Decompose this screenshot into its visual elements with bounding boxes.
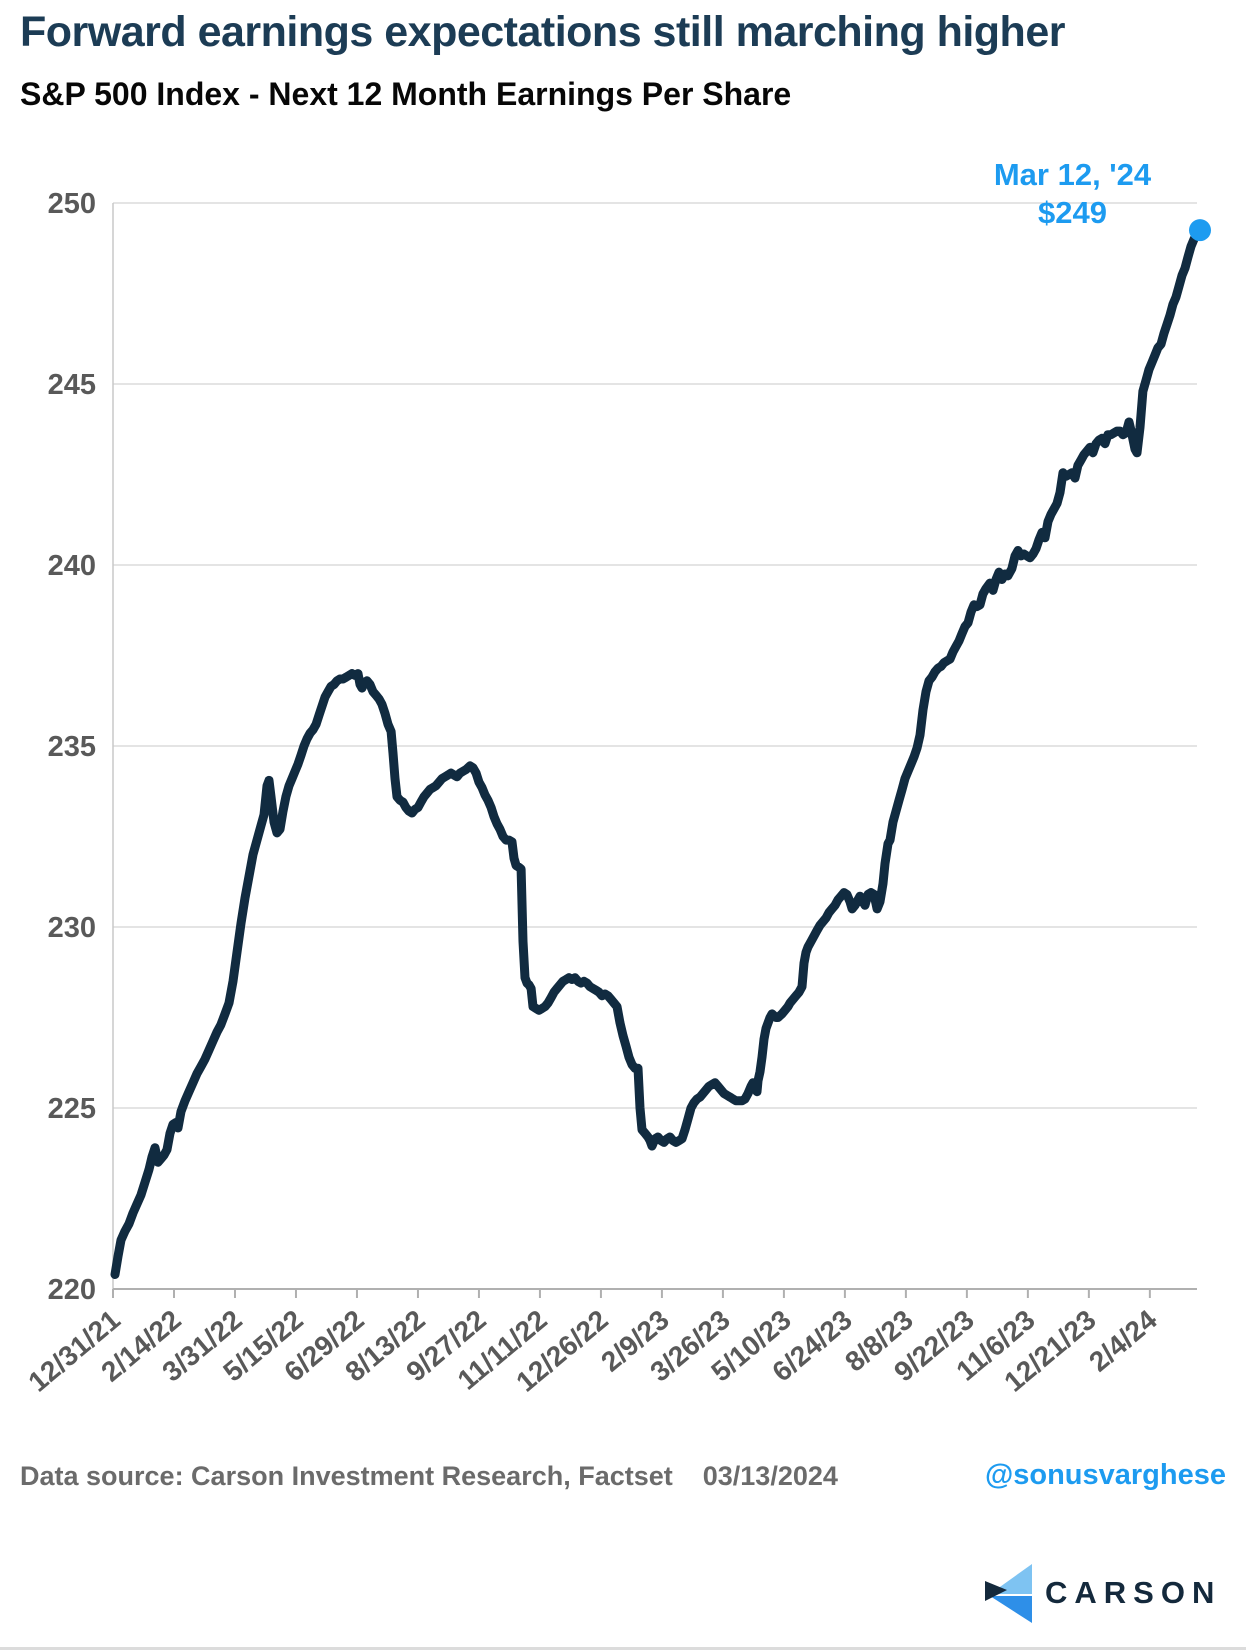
data-source-note: Data source: Carson Investment Research,… (20, 1461, 1226, 1492)
y-tick-label-235: 235 (48, 731, 96, 763)
annotation-date: Mar 12, '24 (993, 157, 1152, 192)
carson-logo-text: CARSON (1045, 1575, 1222, 1610)
carson-logo: CARSON (985, 1562, 1230, 1628)
social-handle: @sonusvarghese (984, 1459, 1226, 1491)
carson-logo-icon (985, 1564, 1032, 1623)
last-point-annotation: Mar 12, '24 $249 (975, 156, 1170, 232)
source-label: Data source: Carson Investment Research,… (20, 1461, 673, 1491)
bottom-edge-strip (0, 1647, 1246, 1650)
page-title: Forward earnings expectations still marc… (20, 8, 1065, 56)
y-tick-label-240: 240 (48, 550, 96, 582)
y-tick-label-225: 225 (48, 1093, 96, 1125)
source-date: 03/13/2024 (702, 1461, 838, 1491)
logo-triangle-navy (985, 1581, 1007, 1601)
x-tick-label-2/4/24: 2/4/24 (1083, 1304, 1163, 1378)
annotation-value: $249 (1038, 195, 1107, 230)
logo-triangle-blue (990, 1596, 1032, 1623)
last-point-marker (1189, 219, 1211, 242)
y-tick-label-250: 250 (48, 188, 96, 220)
eps-series-line (110, 225, 1205, 1279)
logo-triangle-light (990, 1564, 1032, 1594)
y-tick-label-220: 220 (48, 1274, 96, 1306)
y-tick-label-230: 230 (48, 912, 96, 944)
chart-subtitle: S&P 500 Index - Next 12 Month Earnings P… (20, 76, 792, 112)
y-tick-label-245: 245 (48, 369, 96, 401)
